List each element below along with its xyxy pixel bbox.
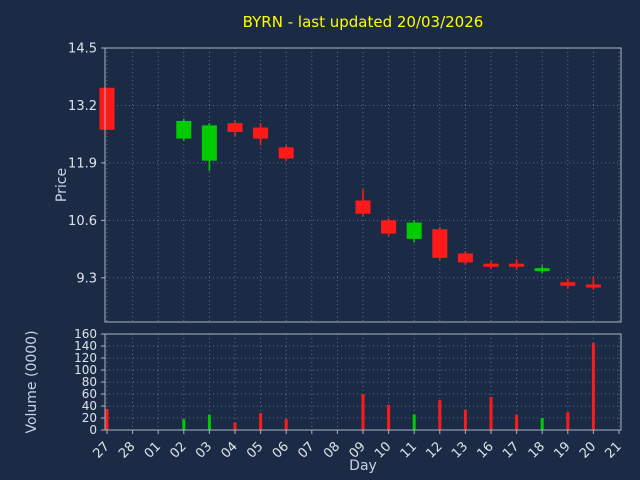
price-axis-label: Price bbox=[54, 168, 70, 202]
volume-axis-label: Volume (0000) bbox=[24, 330, 40, 433]
volume-bar-02 bbox=[182, 419, 186, 430]
volume-tick-label: 140 bbox=[74, 339, 97, 353]
volume-bar-12 bbox=[438, 400, 442, 430]
volume-bar-05 bbox=[259, 413, 263, 430]
volume-bar-19 bbox=[566, 412, 570, 430]
volume-bar-20 bbox=[591, 343, 595, 430]
price-axes-border bbox=[104, 47, 622, 323]
volume-bar-27 bbox=[105, 409, 109, 430]
volume-bar-04 bbox=[233, 422, 237, 430]
volume-tick-label: 100 bbox=[74, 363, 97, 377]
volume-bar-17 bbox=[515, 415, 519, 430]
volume-bar-11 bbox=[412, 414, 416, 430]
price-tick-label: 14.5 bbox=[68, 42, 97, 57]
price-tick-label: 9.3 bbox=[76, 271, 97, 286]
candle-body-17 bbox=[509, 263, 525, 267]
candle-body-02 bbox=[176, 120, 192, 139]
plot-content: 27 28 01 02 03 04 05 06 07 08 09 10 11 12 13 16 17 18 19 20… bbox=[68, 42, 625, 462]
volume-bar-10 bbox=[387, 404, 391, 430]
volume-tick-label: 160 bbox=[74, 327, 97, 341]
volume-tick-label: 120 bbox=[74, 351, 97, 365]
volume-bar-09 bbox=[361, 394, 365, 430]
volume-bar-16 bbox=[489, 397, 493, 430]
volume-bar-06 bbox=[284, 419, 288, 430]
volume-bar-13 bbox=[463, 409, 467, 430]
candle-body-27 bbox=[99, 87, 115, 130]
volume-axes-border bbox=[104, 333, 622, 431]
candle-body-04 bbox=[227, 123, 243, 132]
candle-body-03 bbox=[201, 125, 217, 161]
volume-bar-03 bbox=[207, 415, 211, 430]
chart-title: BYRN - last updated 20/03/2026 bbox=[243, 13, 484, 31]
candle-body-09 bbox=[355, 200, 371, 214]
price-tick-label: 11.9 bbox=[68, 156, 97, 171]
candle-body-10 bbox=[381, 220, 397, 234]
candle-body-18 bbox=[534, 268, 550, 272]
candle-body-13 bbox=[457, 253, 473, 263]
volume-tick-label: 60 bbox=[82, 387, 97, 401]
candle-body-16 bbox=[483, 263, 499, 267]
volume-bar-18 bbox=[540, 418, 544, 430]
candle-body-12 bbox=[432, 229, 448, 258]
volume-tick-label: 20 bbox=[82, 411, 97, 425]
candle-body-19 bbox=[560, 282, 576, 286]
volume-tick-label: 80 bbox=[82, 375, 97, 389]
volume-tick-label: 40 bbox=[82, 399, 97, 413]
x-axis-label: Day bbox=[349, 458, 377, 474]
candle-body-11 bbox=[406, 222, 422, 239]
volume-tick-label: 0 bbox=[89, 423, 97, 437]
candle-body-05 bbox=[253, 127, 269, 139]
price-tick-label: 13.2 bbox=[68, 99, 97, 114]
price-tick-label: 10.6 bbox=[68, 214, 97, 229]
candle-body-20 bbox=[585, 284, 601, 288]
candle-body-06 bbox=[278, 147, 294, 159]
